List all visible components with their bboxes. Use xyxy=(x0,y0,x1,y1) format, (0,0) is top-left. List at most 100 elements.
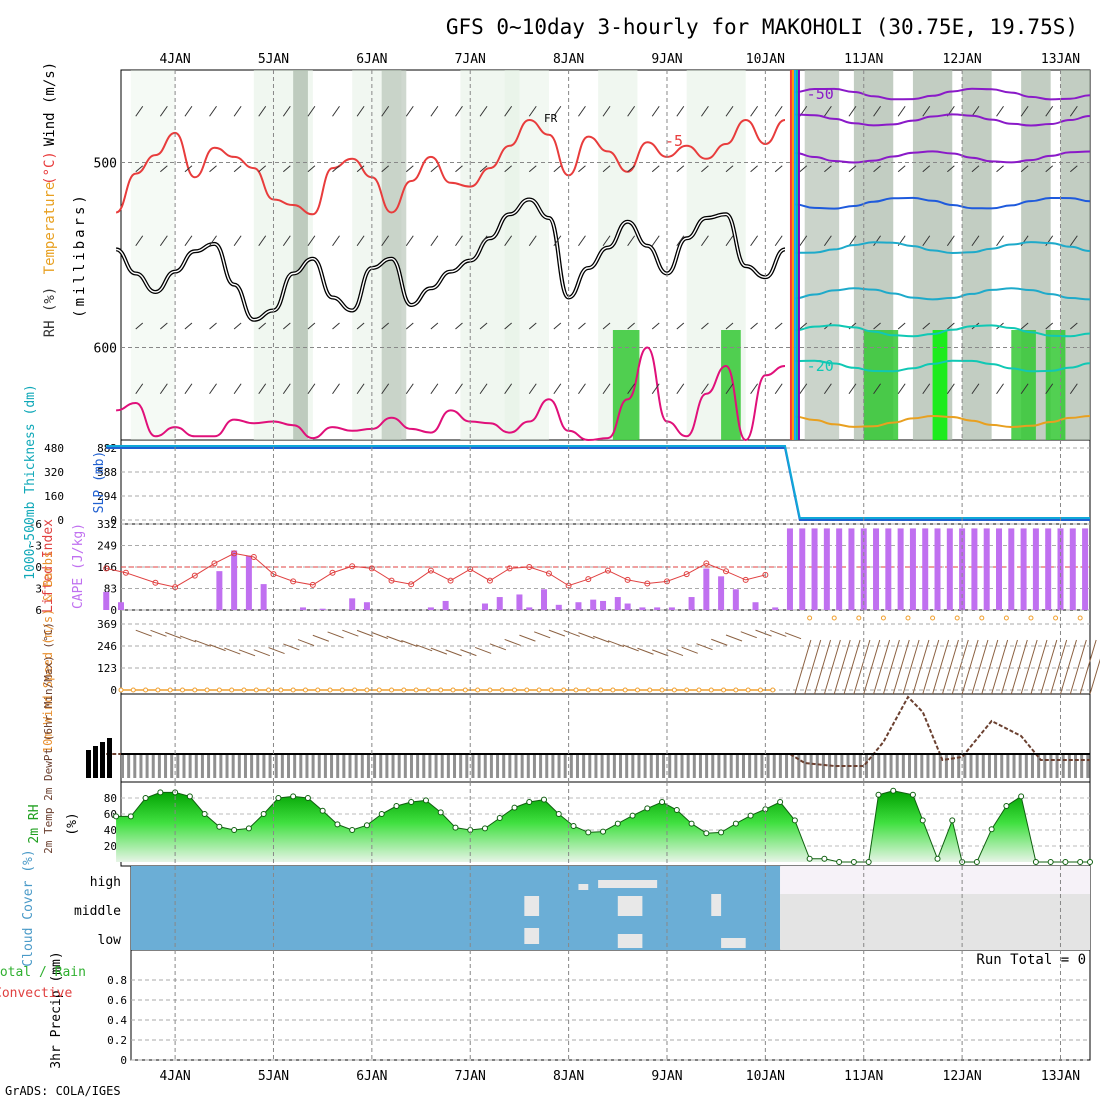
wind-barb xyxy=(479,105,488,117)
rh-point xyxy=(186,793,193,800)
wind-barb xyxy=(971,235,980,247)
lifted-index-point xyxy=(486,577,493,584)
freezing-level-inner xyxy=(115,198,786,321)
cape-bar xyxy=(983,528,990,610)
temp-bar xyxy=(711,754,715,778)
lifted-index-line xyxy=(106,552,766,588)
wind-speed-point xyxy=(880,615,886,621)
wind-barb xyxy=(676,105,685,117)
rh-point xyxy=(732,820,739,827)
wind-speed-point xyxy=(179,687,185,693)
wind-barb xyxy=(553,165,562,173)
temp-bar xyxy=(994,754,998,778)
wind-barb xyxy=(602,235,611,247)
rh-point xyxy=(614,820,621,827)
temp-bar xyxy=(397,754,401,778)
day-tick-bottom: 11JAN xyxy=(844,1069,883,1084)
wind-barb-10m xyxy=(961,639,979,695)
wind-speed-point xyxy=(757,687,763,693)
wind-barb xyxy=(651,235,660,247)
lifted-index-point xyxy=(309,581,316,588)
rh-point xyxy=(850,859,857,865)
wind-barb xyxy=(602,383,611,395)
lifted-index-point xyxy=(526,564,533,570)
cape-bar xyxy=(118,602,124,610)
wind-barb-10m xyxy=(430,647,448,655)
wind-barb xyxy=(479,165,488,173)
rh-green-band xyxy=(721,330,741,440)
rh-point xyxy=(437,809,444,816)
temp-bar xyxy=(385,754,389,778)
wind-barb xyxy=(504,165,512,173)
lifted-index-point xyxy=(644,580,651,587)
cloud-gap xyxy=(524,928,540,944)
cape-bar xyxy=(245,555,252,610)
wind-barb xyxy=(701,105,709,117)
slp-line xyxy=(106,447,1090,521)
wind-barb xyxy=(651,165,660,173)
temp-bar xyxy=(200,754,204,778)
temp-bar xyxy=(520,754,524,778)
wind-barb-10m xyxy=(519,634,536,642)
temp-bar xyxy=(293,754,297,778)
wind-barb-10m xyxy=(1050,639,1068,695)
isotherm-magenta xyxy=(116,346,786,442)
wind-barb xyxy=(1069,235,1078,247)
temp-bar xyxy=(250,754,254,778)
day-tick-bottom: 6JAN xyxy=(356,1069,387,1084)
wind-speed-point xyxy=(622,687,628,693)
wind-barb xyxy=(528,235,537,247)
wind-barb xyxy=(135,322,144,330)
wind-barb xyxy=(578,165,586,173)
cape-bar xyxy=(442,600,449,610)
wind-speed-point xyxy=(475,687,481,693)
cape-bar xyxy=(526,607,533,610)
wind-barb xyxy=(578,383,586,395)
temp-bar xyxy=(483,754,487,778)
wind-speed-point xyxy=(413,687,419,693)
wind-speed-point xyxy=(585,687,591,693)
wind-barb-10m xyxy=(312,634,330,642)
temp-bar xyxy=(981,754,985,778)
wind-barb xyxy=(455,235,463,247)
wind-barb xyxy=(823,105,832,117)
day-tick-top: 5JAN xyxy=(258,52,289,67)
wind-speed-point xyxy=(561,687,567,693)
transition-stripe xyxy=(793,70,796,440)
wind-speed-point xyxy=(733,687,739,693)
temp-bar xyxy=(336,754,340,778)
wind-barb xyxy=(897,105,906,117)
rh-point xyxy=(806,855,813,862)
rh-point xyxy=(127,813,134,820)
upper-isotherm xyxy=(794,241,1091,255)
wind-barb-10m xyxy=(932,639,950,695)
wind-barb xyxy=(135,105,144,117)
upper-isotherm xyxy=(794,359,1091,373)
wind-tick: 0 xyxy=(110,684,117,697)
temp-bar xyxy=(569,754,573,778)
wind-barb-10m xyxy=(224,647,241,655)
lifted-index-point xyxy=(624,576,631,583)
wind-barb-10m xyxy=(882,639,900,695)
lifted-index-point xyxy=(762,571,769,578)
temp-bar xyxy=(465,754,469,778)
lifted-index-point xyxy=(408,581,415,588)
wind-barb xyxy=(307,105,316,117)
wind-barb xyxy=(946,383,955,395)
wind-speed-point xyxy=(352,687,358,693)
wind-barb xyxy=(209,165,217,173)
cape-bar xyxy=(752,602,759,610)
cape-bar xyxy=(772,607,779,610)
cape-bar xyxy=(614,597,621,610)
wind-barb-10m xyxy=(563,629,580,637)
wind-barb xyxy=(701,383,709,395)
cloud-mid-clear xyxy=(780,894,1090,950)
temp-bar xyxy=(1000,754,1004,778)
chart-title: GFS 0~10day 3-hourly for MAKOHOLI (30.75… xyxy=(446,15,1078,39)
upper-isotherm xyxy=(794,324,1091,338)
wind-unit-label: Wind (m/s) xyxy=(42,62,58,146)
wind-barb xyxy=(725,105,734,117)
lifted-index-tick: -3 xyxy=(29,540,42,553)
